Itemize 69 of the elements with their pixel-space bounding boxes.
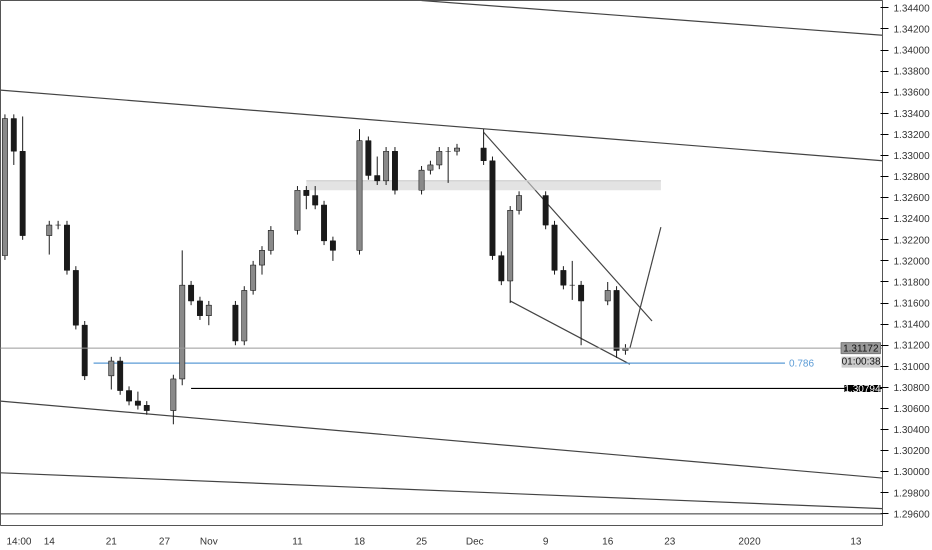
- x-tick-label: 9: [542, 536, 549, 548]
- candlestick: [108, 356, 114, 390]
- y-tick-label: 1.34000: [894, 46, 930, 57]
- candlestick: [259, 246, 265, 276]
- x-tick-label: 25: [416, 536, 428, 548]
- candlestick: [560, 266, 566, 290]
- candlestick: [196, 296, 203, 320]
- y-tick-label: 1.31400: [894, 320, 930, 331]
- y-tick-label: 1.32800: [894, 172, 930, 184]
- candlestick: [188, 280, 194, 306]
- candlestick: [303, 186, 310, 210]
- y-tick-label: 1.29800: [894, 488, 930, 500]
- y-tick-label: 1.34400: [894, 3, 930, 14]
- candlestick: [206, 300, 212, 326]
- y-tick-label: 1.30600: [894, 404, 930, 415]
- x-tick-label: 21: [106, 536, 118, 548]
- ref-line-label: 1.31172: [843, 344, 879, 355]
- y-tick-label: 1.30000: [894, 467, 930, 478]
- candlestick: [569, 260, 576, 300]
- x-tick-label: 16: [602, 536, 614, 548]
- y-tick-label: 1.32200: [894, 235, 930, 246]
- candlestick: [578, 280, 584, 346]
- y-tick-label: 1.33000: [894, 150, 930, 162]
- y-tick-label: 1.31000: [894, 362, 930, 373]
- candlestick: [445, 146, 452, 184]
- candlestick: [436, 146, 442, 170]
- y-tick-label: 1.34200: [894, 24, 930, 36]
- candlestick: [268, 226, 274, 256]
- x-tick-label: 2020: [738, 536, 762, 548]
- y-tick-label: 1.30200: [894, 446, 930, 458]
- y-tick-label: 1.32600: [894, 193, 930, 204]
- y-tick-label: 1.33600: [894, 88, 930, 99]
- legend-label: 1.30794: [844, 384, 881, 395]
- series-label: 0.786: [788, 358, 814, 370]
- candlestick: [454, 143, 460, 156]
- candlestick: [480, 128, 487, 166]
- candlestick: [46, 220, 52, 256]
- y-tick-label: 1.31200: [894, 340, 930, 352]
- candlestick: [312, 186, 318, 210]
- x-tick-label: 14:00: [6, 536, 32, 548]
- y-tick-label: 1.32000: [894, 256, 930, 268]
- candlestick: [427, 160, 434, 175]
- y-tick-label: 1.33400: [894, 108, 930, 120]
- candlestick: [622, 344, 628, 356]
- x-tick-label: 23: [664, 536, 676, 548]
- y-tick-label: 1.30800: [894, 382, 930, 394]
- candlestick: [516, 190, 522, 216]
- candlestick: [330, 236, 336, 262]
- x-tick-label: 11: [292, 536, 304, 548]
- candlestick: [144, 400, 150, 416]
- annotation: 01:00:38: [842, 356, 881, 368]
- y-tick-label: 1.31800: [894, 277, 930, 288]
- y-tick-label: 1.30400: [894, 425, 930, 436]
- candlestick: [604, 281, 611, 306]
- y-tick-label: 1.29600: [894, 509, 930, 520]
- x-tick-label: 14: [44, 536, 56, 548]
- candlestick: [418, 166, 425, 195]
- y-tick-label: 1.33200: [894, 130, 930, 141]
- candlestick: [134, 391, 141, 410]
- x-tick-label: Nov: [200, 536, 218, 548]
- x-tick-label: 27: [158, 536, 170, 548]
- x-tick-label: Dec: [466, 536, 484, 548]
- x-tick-label: 18: [354, 536, 366, 548]
- candlestick: [126, 386, 132, 406]
- x-tick-label: 13: [850, 536, 862, 548]
- y-tick-label: 1.32400: [894, 214, 930, 226]
- y-tick-label: 1.31600: [894, 298, 930, 310]
- candlestick: [374, 156, 380, 186]
- y-tick-label: 1.33800: [894, 66, 930, 78]
